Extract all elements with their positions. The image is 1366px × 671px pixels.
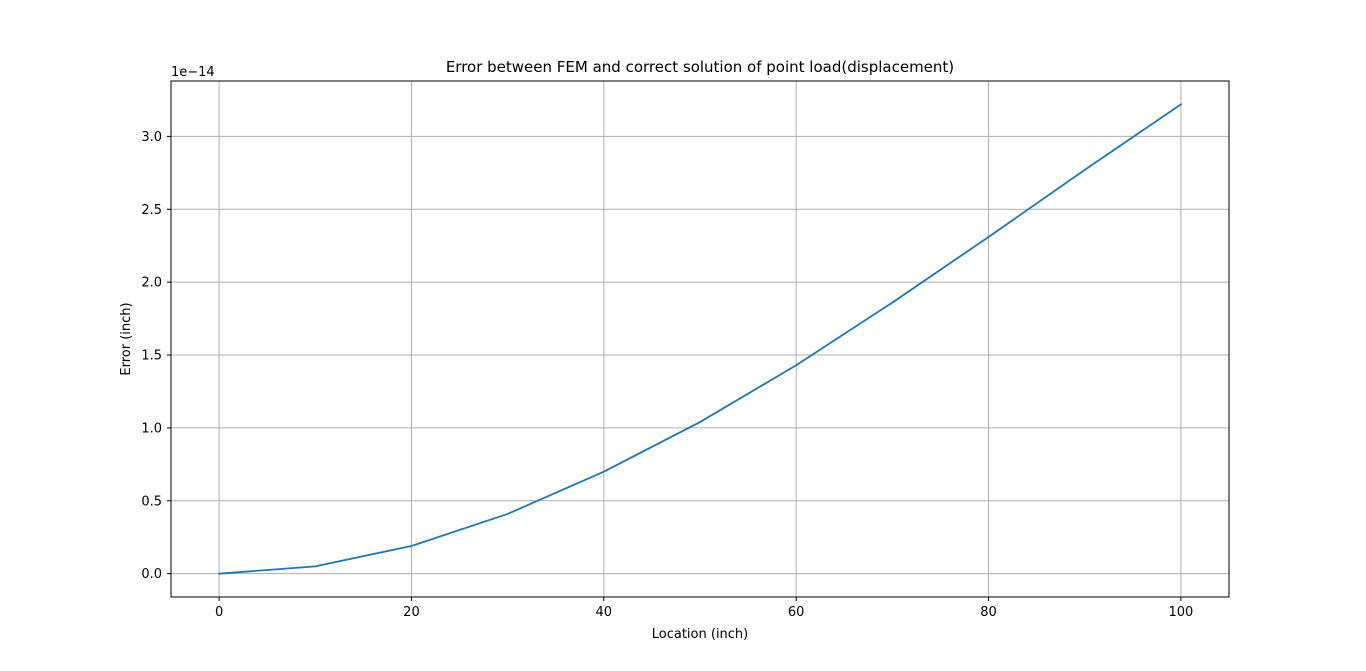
y-tick-label: 3.0 [141,130,162,145]
grid [171,81,1229,597]
series-line [218,103,1182,575]
x-axis-ticks: 0 20 40 60 80 100 [215,597,1193,620]
x-tick-label: 0 [215,605,223,620]
y-axis-ticks: 0.0 0.5 1.0 1.5 2.0 2.5 3.0 [141,130,171,582]
x-tick-label: 40 [596,605,613,620]
y-tick-label: 1.5 [141,349,162,364]
plot-frame [170,80,1230,598]
y-tick-label: 0.0 [141,567,162,582]
x-tick-label: 60 [788,605,805,620]
x-tick-label: 80 [980,605,997,620]
y-axis-offset-label: 1e−14 [171,65,215,80]
y-tick-label: 2.5 [141,203,162,218]
y-tick-label: 0.5 [141,494,162,509]
x-tick-label: 20 [403,605,420,620]
chart-title: Error between FEM and correct solution o… [446,58,954,76]
x-axis-label: Location (inch) [652,627,749,642]
series-layer [218,103,1182,575]
y-tick-label: 2.0 [141,276,162,291]
x-tick-label: 100 [1168,605,1193,620]
y-axis-label: Error (inch) [119,302,134,375]
y-tick-label: 1.0 [141,421,162,436]
